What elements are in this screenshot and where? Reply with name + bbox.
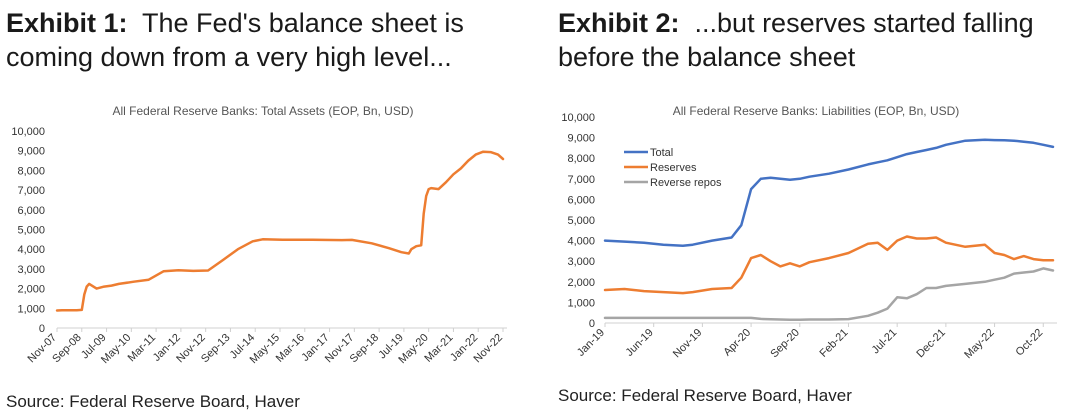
total-assets-chart: All Federal Reserve Banks: Total Assets … <box>11 104 507 366</box>
total-series-line <box>603 138 1055 248</box>
y-tick-label: 10,000 <box>561 112 595 124</box>
x-tick-label: Oct-22 <box>1014 327 1046 359</box>
y-tick-label: 0 <box>589 318 595 330</box>
exhibit-1-heading: Exhibit 1: The Fed's balance sheet is co… <box>6 6 464 74</box>
y-tick-label: 3,000 <box>17 264 45 276</box>
y-tick-label: 8,000 <box>17 165 45 177</box>
y-tick-label: 4,000 <box>567 236 595 248</box>
y-tick-label: 9,000 <box>17 146 45 158</box>
exhibit-2-label: Exhibit 2: <box>558 8 680 38</box>
legend-label-reverse-repos: Reverse repos <box>650 177 722 189</box>
x-tick-label: May-22 <box>962 327 996 361</box>
x-tick-label: Mar-16 <box>274 332 307 365</box>
chart-title: All Federal Reserve Banks: Total Assets … <box>112 104 413 118</box>
y-tick-label: 5,000 <box>17 225 45 237</box>
x-tick-label: Sep-20 <box>768 327 802 361</box>
exhibit-1-label: Exhibit 1: <box>6 8 128 38</box>
chart-title: All Federal Reserve Banks: Liabilities (… <box>673 104 960 118</box>
y-tick-label: 7,000 <box>567 174 595 186</box>
exhibit-2-panel: Exhibit 2: ...but reserves started falli… <box>548 0 1084 412</box>
y-tick-label: 1,000 <box>567 297 595 309</box>
x-tick-label: Jun-19 <box>624 327 656 359</box>
exhibit-2-source: Source: Federal Reserve Board, Haver <box>558 386 852 405</box>
y-tick-label: 0 <box>39 323 45 335</box>
exhibit-2-heading-line2: before the balance sheet <box>558 42 856 72</box>
x-tick-label: Dec-21 <box>914 327 948 361</box>
x-tick-label: Mar-21 <box>422 332 455 365</box>
y-tick-label: 3,000 <box>567 256 595 268</box>
x-tick-label: Nov-19 <box>671 327 705 361</box>
y-tick-label: 2,000 <box>567 277 595 289</box>
exhibit-1-panel: Exhibit 1: The Fed's balance sheet is co… <box>0 0 540 412</box>
x-tick-label: Jul-21 <box>870 327 900 357</box>
y-tick-label: 5,000 <box>567 215 595 227</box>
x-tick-label: Apr-20 <box>721 327 753 359</box>
exhibit-2-heading: Exhibit 2: ...but reserves started falli… <box>558 6 1034 74</box>
y-tick-label: 6,000 <box>17 205 45 217</box>
liabilities-chart: All Federal Reserve Banks: Liabilities (… <box>561 104 1057 361</box>
y-tick-label: 4,000 <box>17 244 45 256</box>
y-tick-label: 9,000 <box>567 133 595 145</box>
y-tick-label: 8,000 <box>567 153 595 165</box>
y-tick-label: 10,000 <box>11 126 45 138</box>
legend-label-reserves: Reserves <box>650 162 697 174</box>
exhibit-2-heading-line1: ...but reserves started falling <box>694 8 1034 38</box>
legend-label-total: Total <box>650 147 673 159</box>
total-assets-series-line <box>55 150 505 312</box>
y-tick-label: 1,000 <box>17 303 45 315</box>
exhibit-1-heading-line2: coming down from a very high level... <box>6 42 452 72</box>
reserves-series-line <box>603 235 1055 295</box>
exhibit-1-heading-line1: The Fed's balance sheet is <box>142 8 464 38</box>
exhibit-1-source: Source: Federal Reserve Board, Haver <box>6 392 300 411</box>
y-tick-label: 6,000 <box>567 194 595 206</box>
x-tick-label: Feb-21 <box>817 327 850 360</box>
y-tick-label: 2,000 <box>17 284 45 296</box>
x-tick-label: Jan-19 <box>575 327 607 359</box>
y-tick-label: 7,000 <box>17 185 45 197</box>
reverse-repos-series-line <box>603 267 1055 321</box>
